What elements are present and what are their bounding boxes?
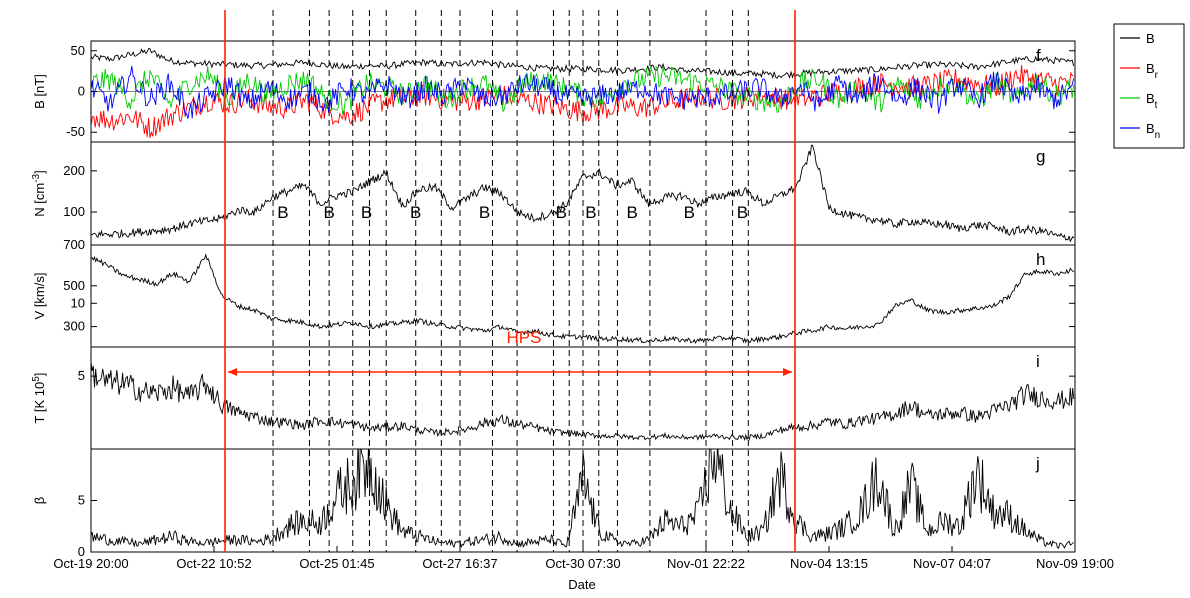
structure-b-label: B (323, 203, 334, 222)
y-tick-label: 200 (63, 163, 85, 178)
x-tick-label: Oct-25 01:45 (299, 556, 374, 571)
y-tick-label: 5 (78, 493, 85, 508)
y-tick-label: -50 (66, 124, 85, 139)
hps-arrow-head-left (228, 368, 237, 376)
y-tick-label: 0 (78, 84, 85, 99)
y-tick-label: 10 (71, 295, 85, 310)
x-tick-label: Nov-01 22:22 (667, 556, 745, 571)
y-tick-label: 700 (63, 237, 85, 252)
panel-letter: g (1036, 147, 1045, 166)
hps-label: HPS (507, 328, 542, 347)
y-tick-label: 5 (78, 368, 85, 383)
panel-h: 700 500 300 V [km/s] h (32, 237, 1076, 348)
x-tick-label: Nov-07 04:07 (913, 556, 991, 571)
y-axis-label: B [nT] (32, 74, 47, 109)
structure-b-label: B (556, 203, 567, 222)
series-Bt (91, 64, 1075, 115)
structure-b-label: B (627, 203, 638, 222)
panel-letter: f (1036, 46, 1041, 65)
legend-entry: Bn (1146, 121, 1160, 141)
y-tick-label: 50 (71, 43, 85, 58)
y-axis-label: T [K 105] (31, 373, 47, 424)
panel-letter: j (1035, 454, 1040, 473)
legend-entry: Bt (1146, 91, 1158, 111)
series-beta (91, 449, 1074, 549)
structure-b-label: B (361, 203, 372, 222)
structure-b-label: B (277, 203, 288, 222)
series-T (91, 362, 1075, 441)
y-tick-label: 100 (63, 204, 85, 219)
structure-b-label: B (684, 203, 695, 222)
structure-b-label: B (585, 203, 596, 222)
series-V (91, 253, 1075, 344)
x-tick-label: Oct-30 07:30 (545, 556, 620, 571)
legend-entry: B (1146, 31, 1155, 46)
y-tick-label: 0 (78, 544, 85, 559)
legend-entry: Br (1146, 61, 1159, 81)
x-axis-label: Date (568, 577, 595, 592)
series-B (91, 48, 1075, 80)
structure-b-label: B (737, 203, 748, 222)
structure-b-label: B (410, 203, 421, 222)
y-axis-label: V [km/s] (32, 273, 47, 320)
x-tick-label: Nov-04 13:15 (790, 556, 868, 571)
x-tick-label: Oct-27 16:37 (422, 556, 497, 571)
panel-letter: h (1036, 250, 1045, 269)
x-tick-label: Nov-09 19:00 (1036, 556, 1114, 571)
hps-arrow-head-right (783, 368, 792, 376)
y-tick-label: 500 (63, 278, 85, 293)
x-tick-label: Oct-19 20:00 (53, 556, 128, 571)
series-Bn (91, 65, 1075, 119)
legend-box (1113, 23, 1185, 149)
y-axis-label: N [cm-3] (31, 170, 47, 216)
panel-letter: i (1036, 352, 1040, 371)
x-tick-label: Oct-22 10:52 (176, 556, 251, 571)
series-N (91, 144, 1075, 243)
y-axis-label: β (32, 497, 47, 504)
y-tick-label: 300 (63, 319, 85, 334)
structure-b-label: B (479, 203, 490, 222)
